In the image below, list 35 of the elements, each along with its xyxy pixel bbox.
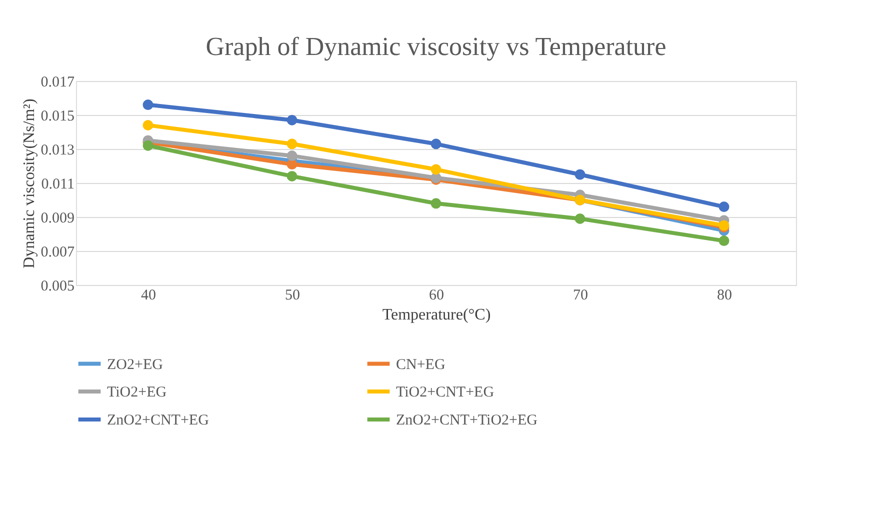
point [286, 138, 298, 150]
point [286, 114, 298, 126]
point [574, 213, 586, 224]
x-tick-label: 80 [717, 288, 732, 304]
y-tick-label: 0.005 [40, 278, 74, 294]
point [718, 236, 730, 246]
point [430, 198, 442, 209]
y-tick-label: 0.015 [40, 108, 74, 124]
legend-label: ZO2+EG [107, 356, 164, 373]
x-tick-label: 50 [285, 288, 300, 304]
x-tick-label: 60 [429, 288, 444, 304]
point [574, 169, 586, 180]
y-axis-title: Dynamic viscosity(Ns/m²) [20, 98, 38, 268]
legend-label: ZnO2+CNT+EG [107, 412, 210, 428]
x-tick-label: 70 [573, 288, 588, 304]
y-tick-label: 0.009 [40, 210, 74, 226]
y-tick-label: 0.013 [40, 142, 74, 158]
y-tick-label: 0.017 [40, 74, 75, 90]
legend-label: TiO2+CNT+EG [396, 384, 494, 400]
legend-label: CN+EG [396, 356, 446, 373]
chart-title: Graph of Dynamic viscosity vs Temperature [206, 32, 666, 61]
legend-label: TiO2+EG [107, 384, 167, 400]
x-tick-label: 40 [141, 288, 156, 304]
point [718, 202, 730, 212]
point [142, 140, 154, 151]
point [430, 164, 442, 175]
x-axis-title: Temperature(°C) [382, 306, 491, 324]
point [142, 120, 154, 130]
point [142, 100, 154, 110]
legend-label: ZnO2+CNT+TiO2+EG [396, 412, 538, 428]
point [286, 170, 298, 182]
y-tick-label: 0.007 [40, 244, 75, 260]
point [286, 150, 298, 162]
point [430, 138, 442, 150]
y-tick-label: 0.011 [41, 176, 74, 192]
